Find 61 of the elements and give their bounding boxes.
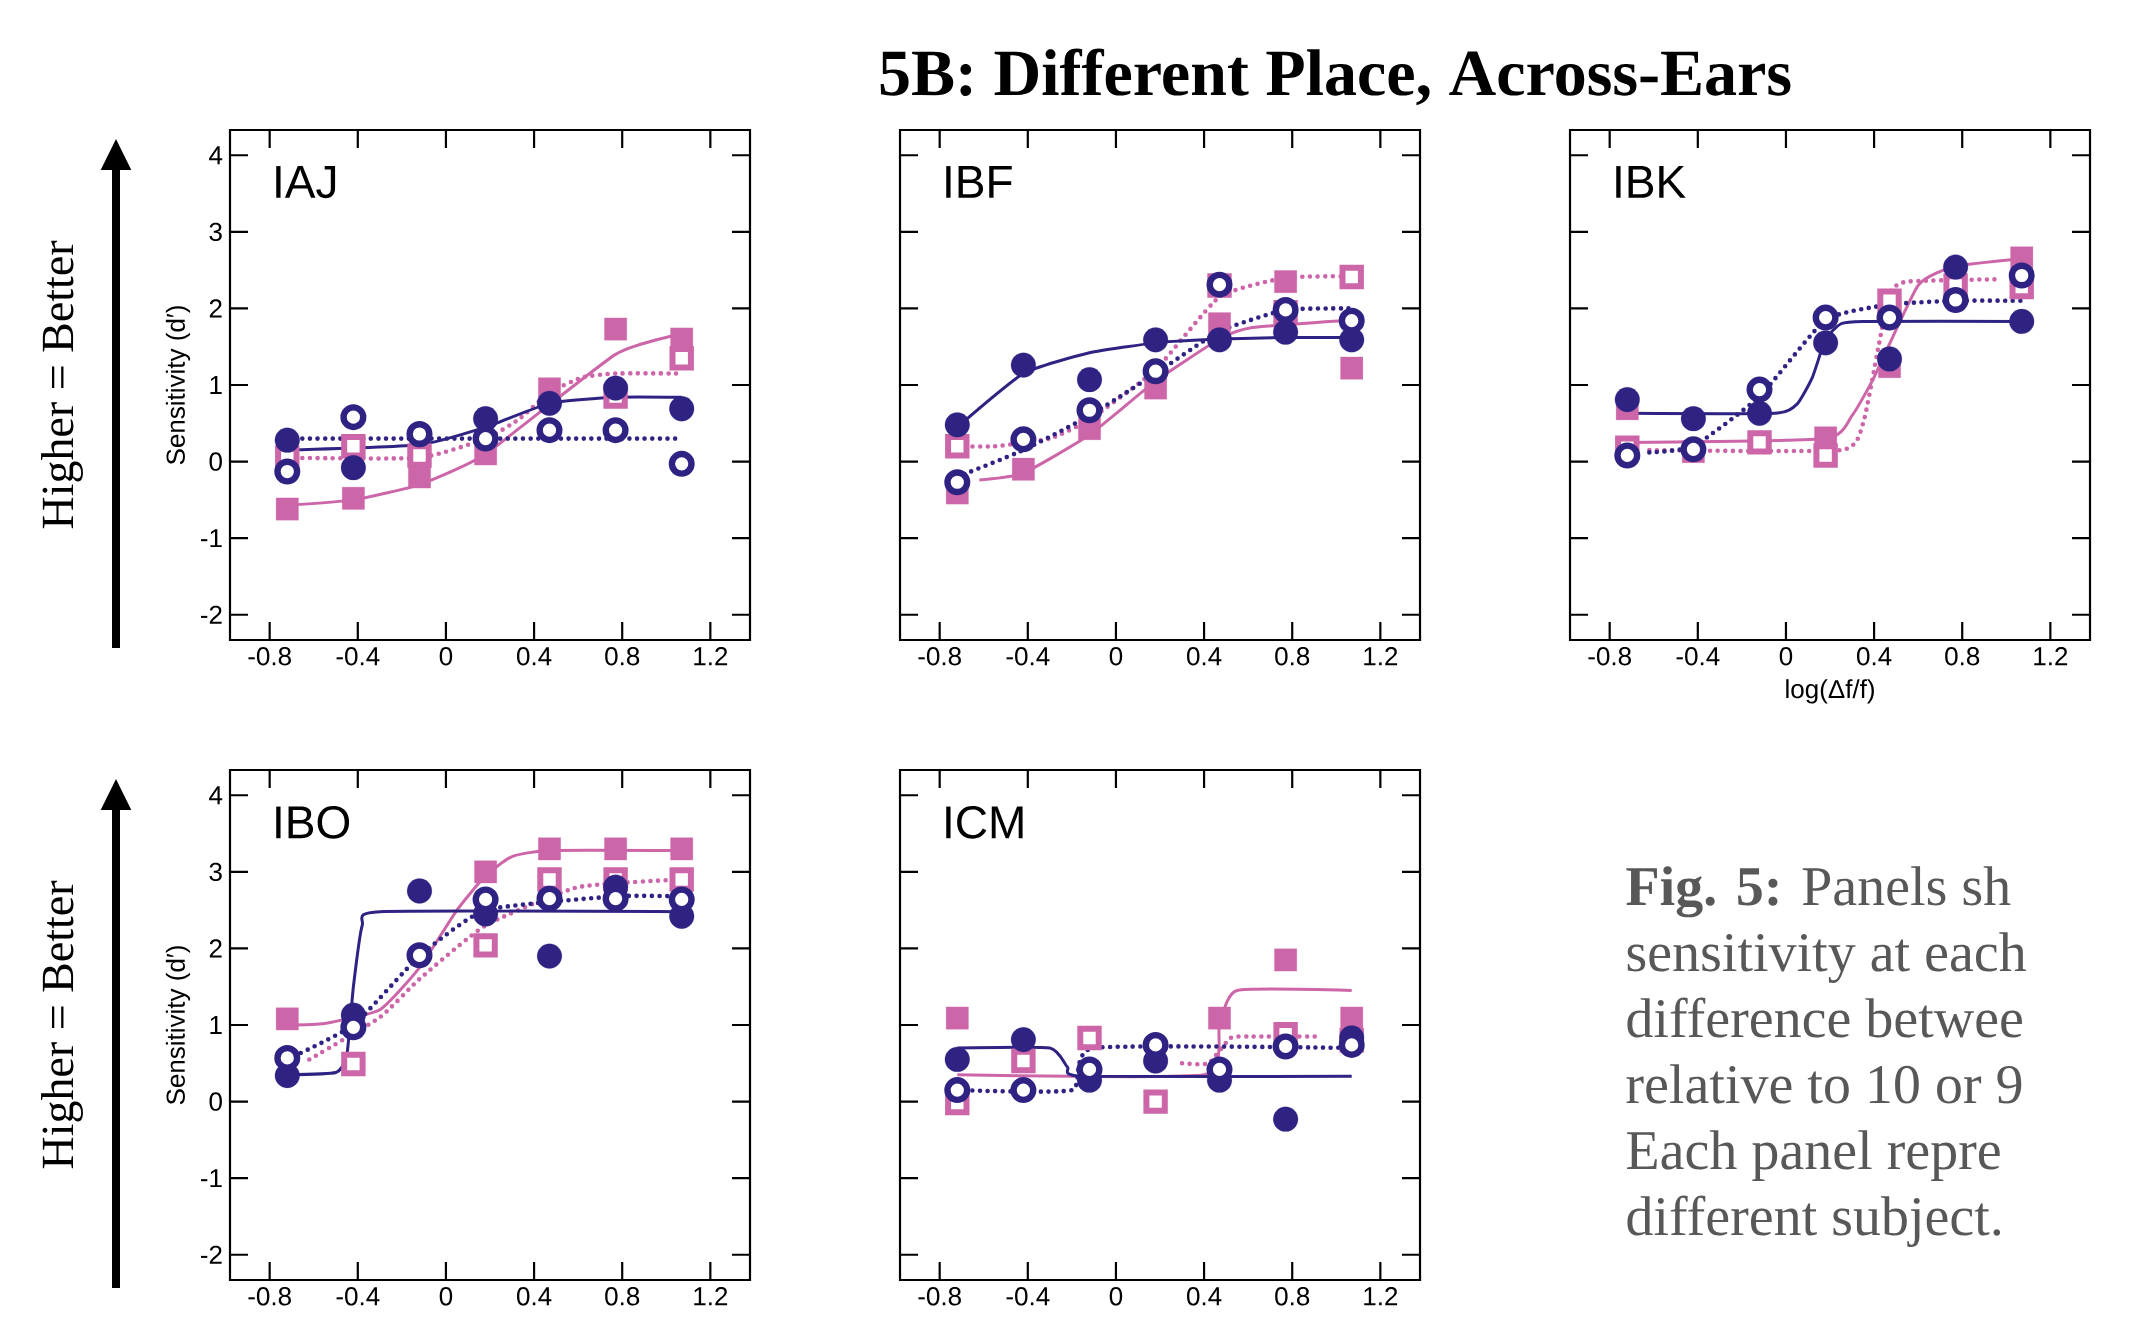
- x-tick-label: 1.2: [1364, 647, 1398, 666]
- y-tick-label: 1: [210, 376, 222, 394]
- text: Fig. 5: Panels sh: [1626, 866, 2011, 918]
- text: Higher = Better: [41, 240, 83, 529]
- x-axis-title: log(Δf/f): [1786, 679, 1874, 704]
- x-tick-label: 1.2: [2034, 647, 2068, 666]
- x-tick-label: 0: [1109, 1287, 1123, 1306]
- x-tick-label: 0.8: [1275, 647, 1310, 666]
- x-tick-label: 0.4: [517, 1287, 552, 1306]
- y-tick-label: -2: [200, 605, 222, 624]
- x-tick-label: 0.4: [1857, 647, 1892, 666]
- y-axis-title: Sensitivity (d′): [165, 306, 191, 465]
- text: ICM: [946, 806, 1023, 839]
- text: Each panel repre: [1627, 1130, 2000, 1181]
- y-tick-label: -1: [200, 529, 222, 548]
- y-tick-label: 3: [209, 222, 222, 242]
- text: IBO: [276, 806, 350, 839]
- y-tick-label: 0: [209, 1092, 222, 1111]
- x-tick-label: 0.8: [1275, 1287, 1310, 1306]
- x-tick-label: -0.4: [1676, 647, 1720, 666]
- x-tick-label: -0.8: [248, 1287, 291, 1306]
- x-tick-label: 0: [1779, 647, 1793, 666]
- y-tick-label: 1: [210, 1016, 222, 1034]
- text: IBK: [1616, 166, 1686, 198]
- x-tick-label: 1.2: [694, 647, 728, 666]
- x-tick-label: 0.4: [1187, 1287, 1222, 1306]
- x-tick-label: -0.8: [248, 647, 291, 666]
- y-tick-label: 4: [209, 146, 223, 165]
- x-tick-label: 0.8: [1945, 647, 1980, 666]
- text: IAJ: [276, 166, 336, 199]
- text: sensitivity at each: [1627, 932, 2026, 984]
- x-tick-label: -0.8: [918, 1287, 961, 1306]
- y-tick-label: -2: [200, 1245, 222, 1264]
- y-tick-label: 0: [209, 452, 222, 471]
- x-tick-label: 0.8: [605, 647, 640, 666]
- x-tick-label: -0.8: [1588, 647, 1631, 666]
- y-tick-label: 2: [209, 939, 222, 958]
- x-tick-label: -0.4: [336, 1287, 380, 1306]
- text: Higher = Better: [41, 880, 83, 1169]
- x-tick-label: 1.2: [1364, 1287, 1398, 1306]
- text: IBF: [946, 166, 1012, 198]
- x-tick-label: 1.2: [694, 1287, 728, 1306]
- text: difference betwee: [1627, 997, 2022, 1038]
- x-tick-label: 0: [1109, 647, 1123, 666]
- y-tick-label: 4: [209, 786, 223, 805]
- x-tick-label: 0.4: [1187, 647, 1222, 666]
- y-tick-label: 2: [209, 299, 222, 318]
- y-tick-label: -1: [200, 1169, 222, 1188]
- x-tick-label: -0.8: [918, 647, 961, 666]
- x-tick-label: -0.4: [336, 647, 380, 666]
- text: relative to 10 or 9: [1626, 1064, 2022, 1104]
- text: 5B: Different Place, Across-Ears: [880, 48, 1791, 106]
- x-tick-label: 0: [439, 1287, 453, 1306]
- x-tick-label: -0.4: [1006, 1287, 1050, 1306]
- x-tick-label: 0.4: [517, 647, 552, 666]
- x-tick-label: 0.8: [605, 1287, 640, 1306]
- text: different subject.: [1627, 1195, 2001, 1247]
- y-axis-title: Sensitivity (d′): [165, 946, 191, 1105]
- x-tick-label: -0.4: [1006, 647, 1050, 666]
- y-tick-label: 3: [209, 862, 222, 882]
- x-tick-label: 0: [439, 647, 453, 666]
